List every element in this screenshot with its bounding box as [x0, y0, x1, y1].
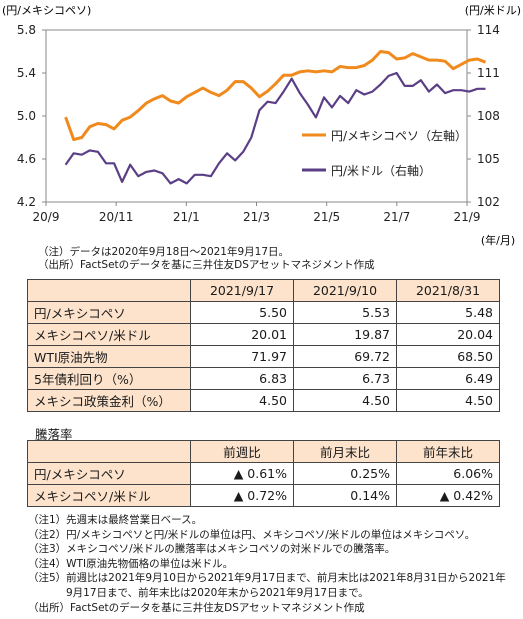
table-cell: 69.72 — [293, 345, 397, 368]
legend-label-jpy-mxn: 円/メキシコペソ（左軸） — [331, 128, 467, 143]
table-header-row: 2021/9/17 2021/9/10 2021/8/31 — [27, 279, 500, 302]
x-unit-label: (年/月) — [481, 233, 515, 247]
table-cell: 6.83 — [190, 367, 294, 390]
chart-source: （出所）FactSetのデータを基に三井住友DSアセットマネジメント作成 — [38, 259, 375, 271]
table-cell: 0.25% — [293, 462, 397, 485]
right-axis-tick-label: 105 — [477, 152, 500, 166]
x-axis-tick-label: 21/7 — [383, 210, 410, 224]
table-cell: ▲ 0.42% — [396, 484, 500, 507]
footnotes: （注1）先週末は最終営業日ベース。 （注2）円/メキシコペソと円/米ドルの単位は… — [28, 513, 506, 615]
right-axis-tick-label: 114 — [477, 23, 500, 37]
footnote: （出所）FactSetのデータを基に三井住友DSアセットマネジメント作成 — [28, 601, 365, 614]
market-data-table: 2021/9/17 2021/9/10 2021/8/31 円/メキシコペソ 5… — [27, 279, 500, 412]
x-axis-tick-label: 21/5 — [313, 210, 340, 224]
change-rate-table: 前週比 前月末比 前年末比 円/メキシコペソ ▲ 0.61% 0.25% 6.0… — [27, 440, 500, 507]
table-cell: 4.50 — [190, 389, 294, 412]
table-row: メキシコペソ/米ドル 20.01 19.87 20.04 — [27, 323, 500, 346]
column-header: 2021/9/10 — [293, 279, 397, 302]
column-header: 2021/9/17 — [190, 279, 294, 302]
line-chart: 4.2 4.6 5.0 5.4 5.8 102 105 108 111 114 20/9 20/11 2… — [2, 4, 521, 247]
table-row: メキシコペソ/米ドル ▲ 0.72% 0.14% ▲ 0.42% — [27, 484, 500, 507]
left-axis-tick-label: 5.4 — [17, 66, 36, 80]
x-axis-tick-label: 21/9 — [454, 210, 481, 224]
left-axis-tick-label: 5.0 — [17, 109, 36, 123]
table-cell: 6.06% — [396, 462, 500, 485]
row-label: WTI原油先物 — [27, 345, 191, 368]
table-cell: 0.14% — [293, 484, 397, 507]
table-row: 5年債利回り（%） 6.83 6.73 6.49 — [27, 367, 500, 390]
footnote: 9月17日まで、前年末比は2020年末から2021年9月17日まで。 — [66, 586, 369, 599]
legend: 円/メキシコペソ（左軸） 円/米ドル（右軸） — [302, 128, 467, 178]
x-axis-tick-label: 21/1 — [173, 210, 200, 224]
table-header-row: 前週比 前月末比 前年末比 — [27, 440, 500, 463]
series-line-jpy-usd — [64, 71, 486, 185]
left-axis-tick-label: 4.2 — [17, 195, 36, 209]
column-header: 2021/8/31 — [396, 279, 500, 302]
table-cell: 5.48 — [396, 301, 500, 324]
table-cell: 5.50 — [190, 301, 294, 324]
table-cell: 20.01 — [190, 323, 294, 346]
table-corner — [27, 440, 191, 463]
chart-note: （注）データは2020年9月18日～2021年9月17日。 — [38, 246, 290, 258]
column-header: 前週比 — [190, 440, 294, 463]
table-cell: ▲ 0.61% — [190, 462, 294, 485]
column-header: 前月末比 — [293, 440, 397, 463]
table-row: 円/メキシコペソ ▲ 0.61% 0.25% 6.06% — [27, 462, 500, 485]
right-axis-tick-label: 111 — [477, 66, 500, 80]
table-row: WTI原油先物 71.97 69.72 68.50 — [27, 345, 500, 368]
right-axis-label: (円/米ドル) — [465, 4, 521, 17]
right-axis-tick-label: 102 — [477, 195, 500, 209]
legend-label-jpy-usd: 円/米ドル（右軸） — [331, 163, 431, 178]
table-row: メキシコ政策金利（%） 4.50 4.50 4.50 — [27, 389, 500, 412]
table-row: 円/メキシコペソ 5.50 5.53 5.48 — [27, 301, 500, 324]
row-label: メキシコペソ/米ドル — [27, 484, 191, 507]
table-cell: 71.97 — [190, 345, 294, 368]
row-label: 円/メキシコペソ — [27, 462, 191, 485]
table-cell: 5.53 — [293, 301, 397, 324]
footnote: （注4）WTI原油先物価格の単位は米ドル。 — [28, 557, 234, 570]
footnote: （注5）前週比は2021年9月10日から2021年9月17日まで、前月末比は20… — [28, 572, 506, 585]
table-cell: 68.50 — [396, 345, 500, 368]
table-cell: 6.73 — [293, 367, 397, 390]
table-cell: ▲ 0.72% — [190, 484, 294, 507]
left-axis-tick-label: 4.6 — [17, 152, 36, 166]
table-cell: 6.49 — [396, 367, 500, 390]
table-corner — [27, 279, 191, 302]
table-cell: 20.04 — [396, 323, 500, 346]
table-cell: 4.50 — [293, 389, 397, 412]
column-header: 前年末比 — [396, 440, 500, 463]
footnote: （注1）先週末は最終営業日ベース。 — [28, 514, 203, 526]
row-label: 5年債利回り（%） — [27, 367, 191, 390]
row-label: 円/メキシコペソ — [27, 301, 191, 324]
footnote: （注3）メキシコペソ/米ドルの騰落率はメキシコペソの対米ドルでの騰落率。 — [28, 543, 396, 556]
x-axis-tick-label: 21/3 — [243, 210, 270, 224]
change-rate-title: 騰落率 — [35, 427, 73, 442]
table-cell: 19.87 — [293, 323, 397, 346]
series-line-jpy-mxn — [64, 50, 487, 142]
row-label: メキシコ政策金利（%） — [27, 389, 191, 412]
footnote: （注2）円/メキシコペソと円/米ドルの単位は円、メキシコペソ/米ドルの単位はメキ… — [28, 528, 476, 541]
x-axis-tick-label: 20/9 — [33, 210, 60, 224]
row-label: メキシコペソ/米ドル — [27, 323, 191, 346]
left-axis-tick-label: 5.8 — [17, 23, 36, 37]
left-axis-label: (円/メキシコペソ) — [2, 4, 91, 17]
table-cell: 4.50 — [396, 389, 500, 412]
right-axis-tick-label: 108 — [477, 109, 500, 123]
x-axis-tick-label: 20/11 — [99, 210, 134, 224]
